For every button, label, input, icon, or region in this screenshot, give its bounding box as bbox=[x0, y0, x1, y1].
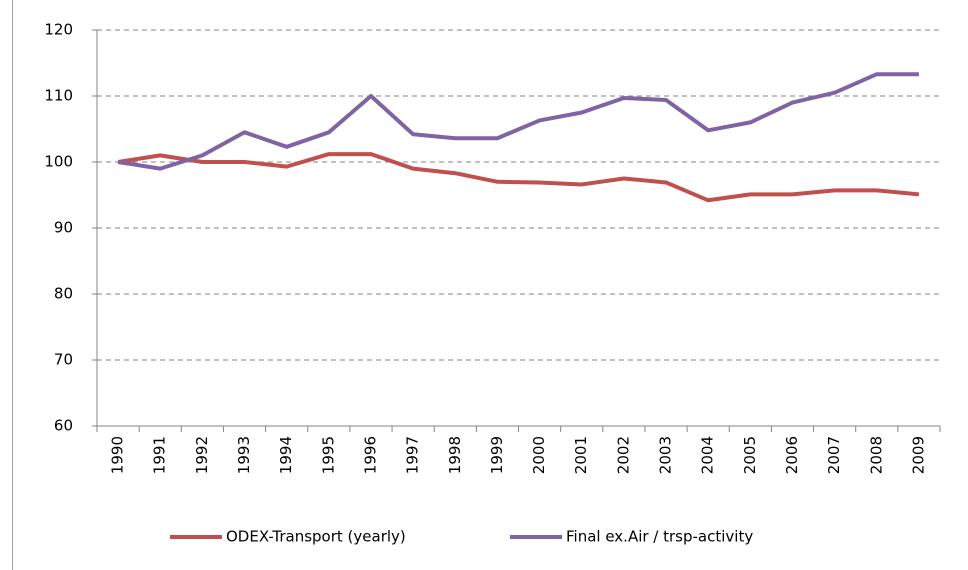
series-line bbox=[117, 72, 919, 171]
x-tick-label: 2004 bbox=[699, 436, 717, 474]
series-line bbox=[117, 152, 920, 203]
x-tick-label: 2002 bbox=[614, 436, 632, 474]
y-tick-label: 110 bbox=[44, 87, 73, 105]
x-tick-label: 1997 bbox=[404, 436, 422, 474]
y-tick-label: 70 bbox=[54, 351, 73, 369]
x-tick-label: 1994 bbox=[277, 436, 295, 474]
legend-label: Final ex.Air / trsp-activity bbox=[566, 528, 753, 546]
x-tick-label: 2003 bbox=[657, 436, 675, 474]
x-tick-label: 1993 bbox=[235, 436, 253, 474]
x-tick-label: 2000 bbox=[530, 436, 548, 474]
x-tick-label: 1991 bbox=[151, 436, 169, 474]
x-tick-label: 1996 bbox=[361, 436, 379, 474]
y-tick-label: 60 bbox=[54, 417, 73, 435]
x-tick-label: 2008 bbox=[867, 436, 885, 474]
x-tick-label: 1990 bbox=[109, 436, 127, 474]
y-tick-label: 90 bbox=[54, 219, 73, 237]
x-tick-label: 1995 bbox=[319, 436, 337, 474]
x-tick-label: 2006 bbox=[783, 436, 801, 474]
x-tick-label: 1998 bbox=[446, 436, 464, 474]
y-tick-label: 100 bbox=[44, 153, 73, 171]
y-tick-label: 80 bbox=[54, 285, 73, 303]
y-tick-label: 120 bbox=[44, 21, 73, 39]
x-tick-label: 1999 bbox=[488, 436, 506, 474]
x-tick-label: 1992 bbox=[193, 436, 211, 474]
x-tick-label: 2001 bbox=[572, 436, 590, 474]
x-tick-label: 2007 bbox=[825, 436, 843, 474]
x-tick-label: 2005 bbox=[741, 436, 759, 474]
x-tick-label: 2009 bbox=[909, 436, 927, 474]
legend-label: ODEX-Transport (yearly) bbox=[226, 528, 406, 546]
